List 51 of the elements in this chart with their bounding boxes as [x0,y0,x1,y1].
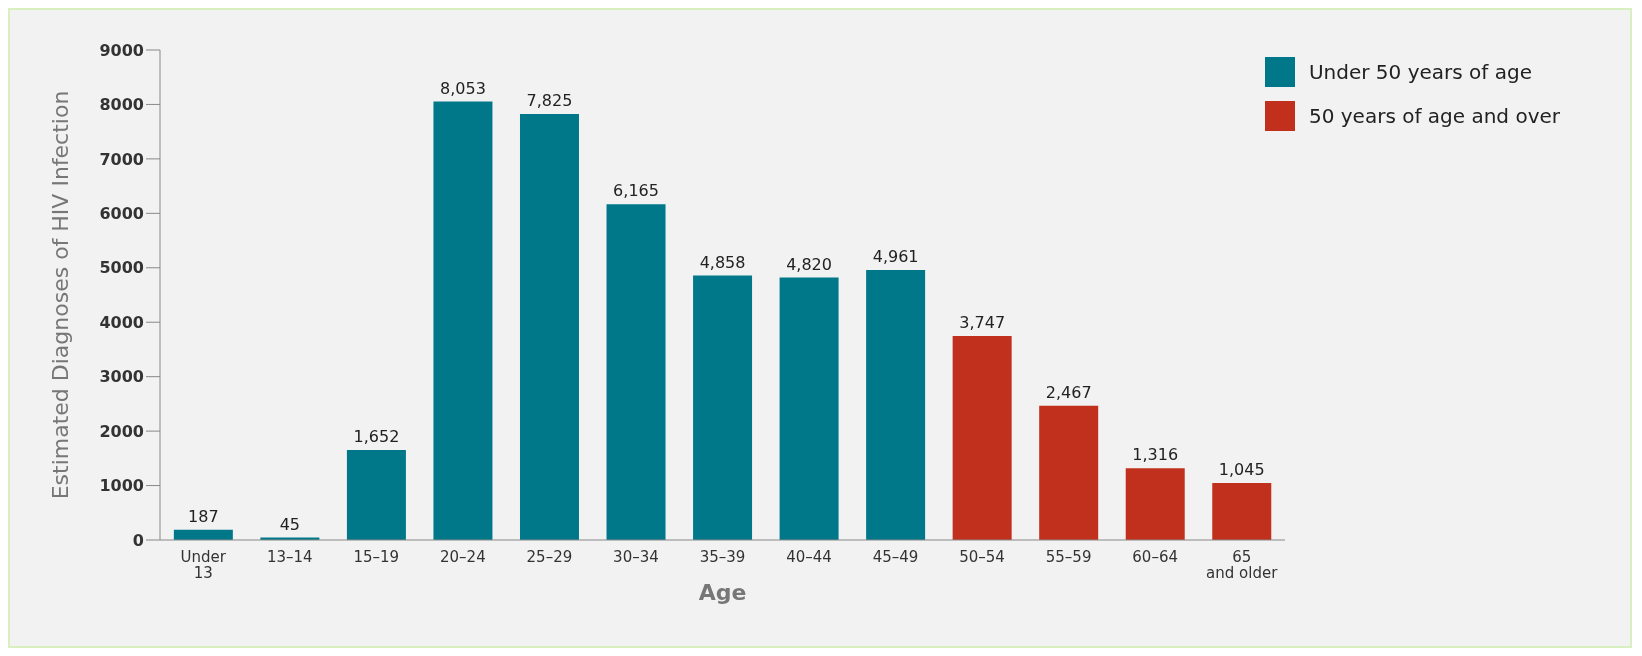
x-tick-label: 25–29 [526,548,573,566]
bar [433,101,493,540]
data-label: 3,747 [959,313,1006,332]
x-tick-label: 40–44 [786,548,832,566]
x-tick-label: 45–49 [872,548,919,566]
y-tick-label: 5000 [99,258,144,278]
x-tick-label: 13–14 [266,548,313,566]
x-tick-label: 55–59 [1045,548,1092,566]
bar [693,275,753,540]
data-label: 7,825 [526,90,573,110]
data-label: 4,820 [786,254,832,274]
y-tick-label: 2000 [99,421,144,441]
x-tick-label: Under 13 [180,548,227,582]
x-tick-label: 60–64 [1132,548,1178,566]
bar [866,269,926,540]
x-tick-label: 35–39 [699,548,746,566]
data-label: 1,652 [353,427,400,447]
y-tick-label: 0 [132,530,144,550]
y-tick-label: 1000 [99,476,144,496]
data-label: 4,961 [872,246,919,266]
bar [1212,483,1272,540]
y-tick-label: 6000 [99,204,144,224]
legend-label: Under 50 years of age [1308,59,1532,86]
data-label: 45 [279,514,301,534]
y-tick-label: 4000 [99,312,144,332]
x-tick-label: 20–24 [440,548,486,566]
bar [1125,468,1185,540]
bar [952,336,1012,540]
data-label: 8,053 [440,78,486,98]
bar [1039,405,1099,540]
y-axis-title: Estimated Diagnoses of HIV Infection [47,90,73,500]
x-axis-title: Age [698,580,747,605]
bar [519,113,579,540]
x-tick-label: 15–19 [353,548,400,566]
data-label: 1,045 [1218,460,1265,480]
data-label: 4,858 [699,252,746,272]
y-tick-label: 7000 [99,149,144,169]
data-label: 6,165 [613,181,659,201]
x-tick-label: 65 and older [1206,548,1279,582]
data-label: 2,467 [1045,382,1092,402]
bar [779,277,839,540]
x-tick-label: 30–34 [613,548,659,566]
bar [606,204,666,540]
legend-label: 50 years of age and over [1308,103,1560,130]
x-tick-label: 50–54 [959,548,1005,566]
bar [346,450,406,540]
data-label: 1,316 [1132,445,1179,465]
y-tick-label: 8000 [99,95,144,115]
data-label: 187 [188,506,219,526]
y-tick-label: 3000 [99,367,144,387]
y-tick-label: 9000 [99,40,144,60]
